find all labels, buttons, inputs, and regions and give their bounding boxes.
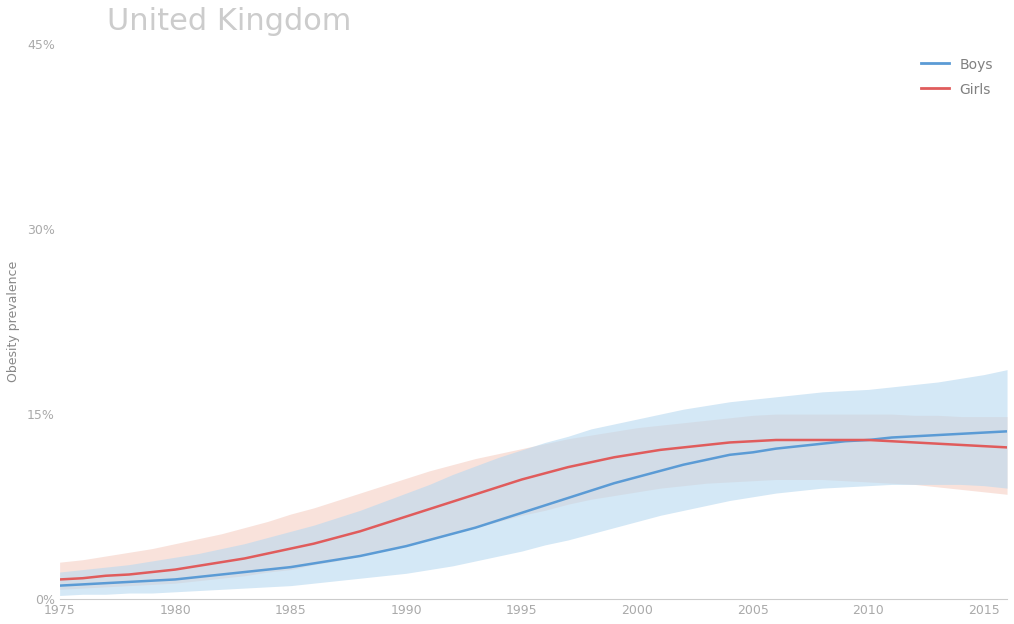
Girls bbox=[123, 571, 135, 578]
Girls bbox=[977, 442, 990, 450]
Girls bbox=[701, 441, 713, 449]
Girls bbox=[840, 436, 852, 444]
Boys bbox=[632, 473, 644, 480]
Girls bbox=[146, 568, 158, 576]
Girls bbox=[562, 464, 574, 471]
Boys bbox=[401, 542, 413, 550]
Girls bbox=[215, 558, 227, 566]
Girls bbox=[307, 540, 319, 547]
Girls bbox=[516, 475, 528, 483]
Girls bbox=[493, 483, 505, 490]
Boys bbox=[377, 547, 389, 555]
Boys bbox=[677, 461, 690, 469]
Boys bbox=[77, 581, 89, 588]
Legend: Boys, Girls: Boys, Girls bbox=[914, 51, 1000, 104]
Girls bbox=[724, 439, 736, 446]
Boys bbox=[262, 566, 274, 573]
Boys bbox=[746, 449, 758, 456]
Boys bbox=[123, 578, 135, 586]
Boys bbox=[331, 556, 343, 563]
Boys bbox=[585, 487, 597, 494]
Girls bbox=[54, 576, 66, 583]
Boys bbox=[654, 467, 666, 475]
Girls bbox=[770, 436, 782, 444]
Line: Boys: Boys bbox=[60, 431, 1007, 585]
Boys bbox=[193, 573, 205, 581]
Boys bbox=[307, 560, 319, 567]
Girls bbox=[793, 436, 805, 444]
Boys bbox=[793, 442, 805, 450]
Boys bbox=[724, 451, 736, 459]
Girls bbox=[632, 450, 644, 457]
Girls bbox=[377, 520, 389, 528]
Girls bbox=[885, 437, 897, 445]
Y-axis label: Obesity prevalence: Obesity prevalence bbox=[7, 261, 20, 382]
Girls bbox=[99, 572, 112, 580]
Boys bbox=[1001, 427, 1013, 435]
Boys bbox=[862, 436, 874, 444]
Boys bbox=[423, 536, 435, 544]
Boys bbox=[770, 445, 782, 452]
Girls bbox=[909, 439, 921, 446]
Boys bbox=[816, 440, 828, 447]
Boys bbox=[885, 434, 897, 441]
Girls bbox=[354, 527, 366, 535]
Text: United Kingdom: United Kingdom bbox=[107, 7, 352, 36]
Boys bbox=[701, 456, 713, 464]
Girls bbox=[262, 550, 274, 557]
Girls bbox=[538, 470, 551, 477]
Girls bbox=[654, 446, 666, 454]
Girls bbox=[331, 534, 343, 541]
Boys bbox=[932, 431, 944, 439]
Boys bbox=[285, 563, 297, 571]
Girls bbox=[608, 454, 621, 461]
Boys bbox=[469, 524, 482, 532]
Girls bbox=[193, 562, 205, 570]
Boys bbox=[840, 437, 852, 445]
Boys bbox=[146, 577, 158, 585]
Girls bbox=[77, 575, 89, 582]
Boys bbox=[215, 571, 227, 578]
Girls bbox=[469, 490, 482, 498]
Girls bbox=[746, 437, 758, 445]
Girls bbox=[169, 566, 182, 573]
Boys bbox=[54, 582, 66, 589]
Girls bbox=[401, 513, 413, 520]
Girls bbox=[285, 545, 297, 552]
Girls bbox=[446, 498, 458, 505]
Boys bbox=[608, 479, 621, 487]
Girls bbox=[585, 459, 597, 466]
Girls bbox=[1001, 444, 1013, 451]
Boys bbox=[955, 430, 967, 437]
Girls bbox=[423, 505, 435, 513]
Girls bbox=[677, 444, 690, 451]
Girls bbox=[238, 555, 250, 562]
Girls bbox=[955, 441, 967, 449]
Boys bbox=[977, 429, 990, 436]
Boys bbox=[909, 432, 921, 440]
Girls bbox=[816, 436, 828, 444]
Boys bbox=[538, 502, 551, 509]
Boys bbox=[562, 494, 574, 502]
Girls bbox=[862, 436, 874, 444]
Boys bbox=[354, 552, 366, 560]
Boys bbox=[169, 576, 182, 583]
Line: Girls: Girls bbox=[60, 440, 1007, 580]
Boys bbox=[99, 580, 112, 587]
Boys bbox=[446, 530, 458, 537]
Boys bbox=[516, 509, 528, 517]
Boys bbox=[238, 568, 250, 576]
Girls bbox=[932, 440, 944, 447]
Boys bbox=[493, 517, 505, 524]
